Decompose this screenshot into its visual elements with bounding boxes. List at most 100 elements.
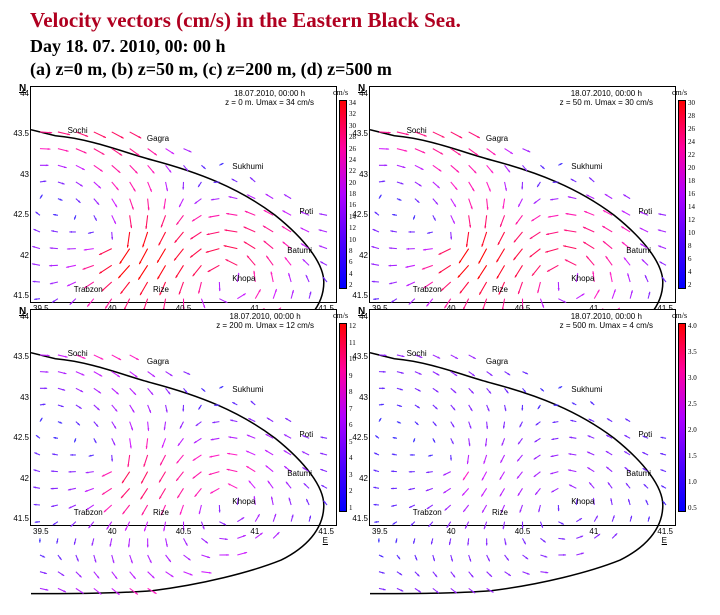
subtitle-line-2: (a) z=0 m, (b) z=50 m, (c) z=200 m, (d) … bbox=[30, 58, 690, 81]
tick-label: 41.5 bbox=[657, 527, 673, 536]
city-label: Trabzon bbox=[413, 285, 442, 294]
plot-area: N18.07.2010, 00:00 hz = 200 m. Umax = 12… bbox=[30, 309, 337, 526]
city-label: Khopa bbox=[232, 497, 255, 506]
city-label: Rize bbox=[492, 508, 508, 517]
city-label: Gagra bbox=[147, 134, 169, 143]
city-label: Sukhumi bbox=[232, 385, 263, 394]
city-label: Poti bbox=[299, 207, 313, 216]
tick-label: 42.5 bbox=[9, 433, 29, 442]
tick-label: 41.5 bbox=[9, 514, 29, 523]
chart-panel: N18.07.2010, 00:00 hz = 500 m. Umax = 4 … bbox=[369, 309, 690, 526]
y-axis-ticks: 4443.54342.54241.5 bbox=[348, 310, 368, 525]
colorbar-tick: 3.5 bbox=[688, 349, 697, 356]
city-label: Rize bbox=[153, 285, 169, 294]
chart-panel: N18.07.2010, 00:00 hz = 50 m. Umax = 30 … bbox=[369, 86, 690, 303]
colorbar-tick: 16 bbox=[688, 191, 695, 198]
colorbar-tick: 3.0 bbox=[688, 375, 697, 382]
city-label: Batumi bbox=[626, 469, 651, 478]
chart-panel: N18.07.2010, 00:00 hz = 200 m. Umax = 12… bbox=[30, 309, 351, 526]
tick-label: 43 bbox=[9, 393, 29, 402]
city-label: Poti bbox=[299, 430, 313, 439]
colorbar-gradient bbox=[339, 323, 347, 512]
tick-label: 40.5 bbox=[176, 527, 192, 536]
colorbar-tick: 10 bbox=[688, 230, 695, 237]
y-axis-ticks: 4443.54342.54241.5 bbox=[9, 87, 29, 302]
city-label: Gagra bbox=[486, 357, 508, 366]
tick-label: 41 bbox=[589, 527, 598, 536]
colorbar-tick: 30 bbox=[688, 100, 695, 107]
tick-label: 41.5 bbox=[348, 291, 368, 300]
east-label: E bbox=[662, 536, 667, 545]
tick-label: 41.5 bbox=[348, 514, 368, 523]
colorbar-tick: 4 bbox=[688, 269, 695, 276]
tick-label: 42 bbox=[9, 251, 29, 260]
city-label: Rize bbox=[153, 508, 169, 517]
city-label: Sochi bbox=[68, 126, 88, 135]
chart-grid: N18.07.2010, 00:00 hz = 0 m. Umax = 34 c… bbox=[30, 86, 690, 526]
colorbar-gradient bbox=[678, 100, 686, 289]
colorbar-ticks: 30282624222018161412108642 bbox=[688, 100, 695, 289]
city-label: Khopa bbox=[232, 274, 255, 283]
tick-label: 43 bbox=[348, 393, 368, 402]
tick-label: 40.5 bbox=[515, 527, 531, 536]
tick-label: 42 bbox=[9, 474, 29, 483]
tick-label: 43.5 bbox=[348, 129, 368, 138]
city-label: Trabzon bbox=[74, 285, 103, 294]
city-label: Sochi bbox=[407, 126, 427, 135]
tick-label: 42 bbox=[348, 474, 368, 483]
tick-label: 43 bbox=[9, 170, 29, 179]
city-label: Sukhumi bbox=[571, 385, 602, 394]
x-axis-ticks: 39.5 40 40.5 41 41.5 bbox=[31, 527, 336, 536]
city-label: Poti bbox=[638, 207, 652, 216]
plot-area: N18.07.2010, 00:00 hz = 50 m. Umax = 30 … bbox=[369, 86, 676, 303]
colorbar-tick: 20 bbox=[688, 165, 695, 172]
city-label: Sochi bbox=[407, 349, 427, 358]
colorbar-tick: 12 bbox=[688, 217, 695, 224]
colorbar-ticks: 4.03.53.02.52.01.51.00.5 bbox=[688, 323, 697, 512]
colorbar-unit: cm/s bbox=[333, 311, 348, 320]
colorbar-gradient bbox=[339, 100, 347, 289]
city-label: Trabzon bbox=[74, 508, 103, 517]
city-label: Gagra bbox=[486, 134, 508, 143]
city-label: Batumi bbox=[626, 246, 651, 255]
city-label: Khopa bbox=[571, 274, 594, 283]
city-label: Trabzon bbox=[413, 508, 442, 517]
colorbar-tick: 2.0 bbox=[688, 427, 697, 434]
tick-label: 39.5 bbox=[372, 527, 388, 536]
tick-label: 44 bbox=[9, 89, 29, 98]
tick-label: 42 bbox=[348, 251, 368, 260]
tick-label: 41 bbox=[250, 527, 259, 536]
tick-label: 39.5 bbox=[33, 527, 49, 536]
colorbar: cm/s30282624222018161412108642 bbox=[678, 100, 690, 289]
city-label: Poti bbox=[638, 430, 652, 439]
tick-label: 43.5 bbox=[9, 352, 29, 361]
tick-label: 40 bbox=[108, 527, 117, 536]
city-label: Sochi bbox=[68, 349, 88, 358]
city-label: Sukhumi bbox=[232, 162, 263, 171]
east-label: E bbox=[323, 536, 328, 545]
city-label: Batumi bbox=[287, 469, 312, 478]
colorbar-tick: 14 bbox=[688, 204, 695, 211]
colorbar-tick: 4.0 bbox=[688, 323, 697, 330]
colorbar: cm/s4.03.53.02.52.01.51.00.5 bbox=[678, 323, 690, 512]
colorbar-unit: cm/s bbox=[672, 311, 687, 320]
city-label: Batumi bbox=[287, 246, 312, 255]
colorbar-tick: 8 bbox=[688, 243, 695, 250]
tick-label: 41.5 bbox=[9, 291, 29, 300]
colorbar-tick: 26 bbox=[688, 126, 695, 133]
chart-panel: N18.07.2010, 00:00 hz = 0 m. Umax = 34 c… bbox=[30, 86, 351, 303]
tick-label: 40 bbox=[447, 527, 456, 536]
colorbar-tick: 28 bbox=[688, 113, 695, 120]
tick-label: 43 bbox=[348, 170, 368, 179]
colorbar-tick: 24 bbox=[688, 139, 695, 146]
tick-label: 41.5 bbox=[318, 527, 334, 536]
city-label: Khopa bbox=[571, 497, 594, 506]
tick-label: 42.5 bbox=[348, 433, 368, 442]
colorbar-tick: 2.5 bbox=[688, 401, 697, 408]
y-axis-ticks: 4443.54342.54241.5 bbox=[348, 87, 368, 302]
plot-area: N18.07.2010, 00:00 hz = 500 m. Umax = 4 … bbox=[369, 309, 676, 526]
colorbar-tick: 6 bbox=[688, 256, 695, 263]
x-axis-ticks: 39.5 40 40.5 41 41.5 bbox=[370, 527, 675, 536]
colorbar-tick: 0.5 bbox=[688, 505, 697, 512]
colorbar-tick: 22 bbox=[688, 152, 695, 159]
